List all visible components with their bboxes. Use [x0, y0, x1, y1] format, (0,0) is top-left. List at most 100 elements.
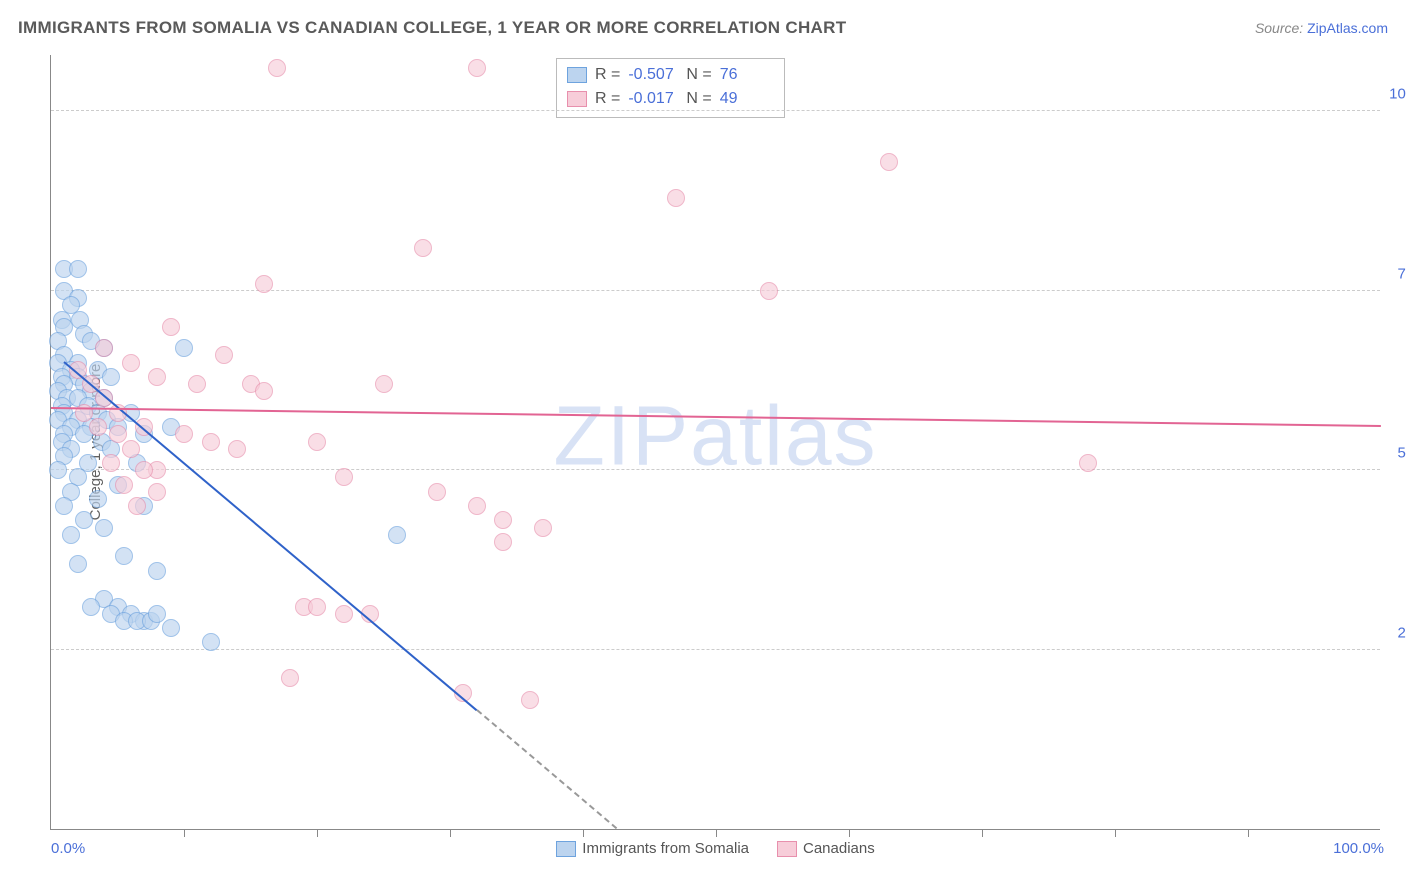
data-point [228, 440, 246, 458]
source-attribution: Source: ZipAtlas.com [1255, 20, 1388, 36]
data-point [494, 533, 512, 551]
data-point [122, 440, 140, 458]
x-tick [982, 829, 983, 837]
legend-swatch [777, 841, 797, 857]
data-point [534, 519, 552, 537]
data-point [69, 260, 87, 278]
data-point [1079, 454, 1097, 472]
data-point [115, 476, 133, 494]
source-link[interactable]: ZipAtlas.com [1307, 20, 1388, 36]
n-label: N = [686, 63, 711, 87]
data-point [62, 526, 80, 544]
legend-swatch [567, 67, 587, 83]
data-point [521, 691, 539, 709]
correlation-stats-box: R = -0.507 N = 76 R = -0.017 N = 49 [556, 58, 785, 118]
x-tick [849, 829, 850, 837]
data-point [75, 511, 93, 529]
data-point [255, 382, 273, 400]
data-point [148, 368, 166, 386]
data-point [308, 433, 326, 451]
data-point [148, 605, 166, 623]
legend-item: Immigrants from Somalia [556, 840, 749, 857]
x-tick [184, 829, 185, 837]
legend: Immigrants from Somalia Canadians [51, 840, 1380, 857]
x-tick [1248, 829, 1249, 837]
data-point [122, 354, 140, 372]
data-point [115, 547, 133, 565]
data-point [388, 526, 406, 544]
data-point [468, 497, 486, 515]
data-point [414, 239, 432, 257]
data-point [335, 468, 353, 486]
x-tick [583, 829, 584, 837]
data-point [202, 633, 220, 651]
gridline [51, 290, 1380, 291]
data-point [135, 461, 153, 479]
r-value: -0.017 [628, 87, 678, 111]
x-tick [716, 829, 717, 837]
data-point [95, 519, 113, 537]
data-point [268, 59, 286, 77]
trend-line [51, 407, 1381, 427]
data-point [148, 483, 166, 501]
title-bar: IMMIGRANTS FROM SOMALIA VS CANADIAN COLL… [18, 18, 1388, 38]
data-point [175, 425, 193, 443]
data-point [109, 425, 127, 443]
gridline [51, 649, 1380, 650]
data-point [148, 562, 166, 580]
legend-swatch [567, 91, 587, 107]
data-point [375, 375, 393, 393]
data-point [55, 497, 73, 515]
data-point [89, 490, 107, 508]
data-point [102, 368, 120, 386]
y-tick-label: 50.0% [1385, 445, 1406, 462]
data-point [49, 461, 67, 479]
data-point [281, 669, 299, 687]
legend-item: Canadians [777, 840, 875, 857]
data-point [69, 555, 87, 573]
data-point [494, 511, 512, 529]
n-value: 76 [720, 63, 770, 87]
legend-label: Canadians [803, 840, 875, 857]
data-point [82, 598, 100, 616]
gridline [51, 110, 1380, 111]
data-point [128, 497, 146, 515]
y-tick-label: 75.0% [1385, 265, 1406, 282]
chart-title: IMMIGRANTS FROM SOMALIA VS CANADIAN COLL… [18, 18, 846, 38]
x-tick [317, 829, 318, 837]
data-point [428, 483, 446, 501]
data-point [215, 346, 233, 364]
data-point [102, 454, 120, 472]
scatter-plot-area: ZIPatlas College, 1 year or more 0.0% 10… [50, 55, 1380, 830]
x-tick [1115, 829, 1116, 837]
data-point [175, 339, 193, 357]
data-point [308, 598, 326, 616]
data-point [880, 153, 898, 171]
y-tick-label: 25.0% [1385, 624, 1406, 641]
stats-row: R = -0.507 N = 76 [567, 63, 770, 87]
legend-swatch [556, 841, 576, 857]
data-point [162, 318, 180, 336]
trend-line-extrapolated [476, 709, 617, 829]
legend-label: Immigrants from Somalia [582, 840, 749, 857]
data-point [667, 189, 685, 207]
r-value: -0.507 [628, 63, 678, 87]
data-point [760, 282, 778, 300]
x-tick [450, 829, 451, 837]
data-point [335, 605, 353, 623]
n-value: 49 [720, 87, 770, 111]
r-label: R = [595, 63, 620, 87]
n-label: N = [686, 87, 711, 111]
y-tick-label: 100.0% [1385, 86, 1406, 103]
data-point [95, 339, 113, 357]
source-prefix: Source: [1255, 20, 1307, 36]
stats-row: R = -0.017 N = 49 [567, 87, 770, 111]
data-point [89, 418, 107, 436]
data-point [468, 59, 486, 77]
data-point [162, 619, 180, 637]
data-point [255, 275, 273, 293]
data-point [202, 433, 220, 451]
data-point [188, 375, 206, 393]
r-label: R = [595, 87, 620, 111]
gridline [51, 469, 1380, 470]
